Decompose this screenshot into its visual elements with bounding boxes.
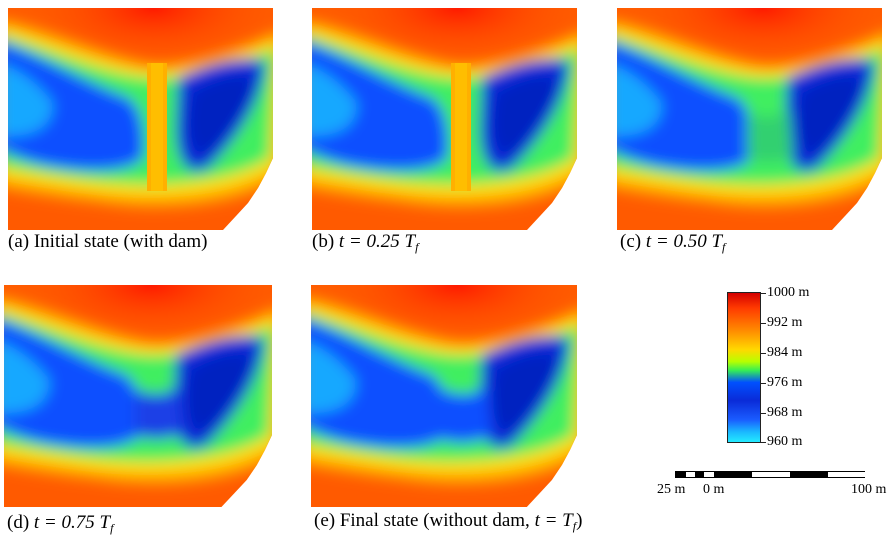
elevation-map-e [311, 285, 577, 507]
elevation-color-legend [727, 292, 761, 443]
caption-d: (d) t = 0.75 Tf [7, 512, 114, 535]
legend-label-976: 976 m [767, 375, 803, 390]
legend-label-992: 992 m [767, 315, 803, 330]
scale-bar [675, 471, 866, 478]
scale-label-25: 25 m [657, 482, 686, 497]
caption-b: (b) t = 0.25 Tf [312, 231, 419, 254]
legend-label-1000: 1000 m [767, 285, 810, 300]
legend-label-960: 960 m [767, 434, 803, 449]
legend-tick [761, 413, 766, 414]
legend-label-968: 968 m [767, 405, 803, 420]
legend-tick [761, 442, 766, 443]
scale-label-100: 100 m [851, 482, 887, 497]
elevation-map-d [4, 285, 272, 507]
elevation-map-a [8, 8, 273, 230]
caption-e: (e) Final state (without dam, t = Tf) [314, 510, 583, 533]
legend-tick [761, 353, 766, 354]
caption-a: (a) Initial state (with dam) [8, 231, 208, 252]
elevation-map-b [312, 8, 577, 230]
scale-label-0: 0 m [703, 482, 725, 497]
legend-tick [761, 383, 766, 384]
elevation-map-c [617, 8, 882, 230]
legend-tick [761, 293, 766, 294]
caption-c: (c) t = 0.50 Tf [620, 231, 726, 254]
legend-label-984: 984 m [767, 345, 803, 360]
legend-tick [761, 323, 766, 324]
